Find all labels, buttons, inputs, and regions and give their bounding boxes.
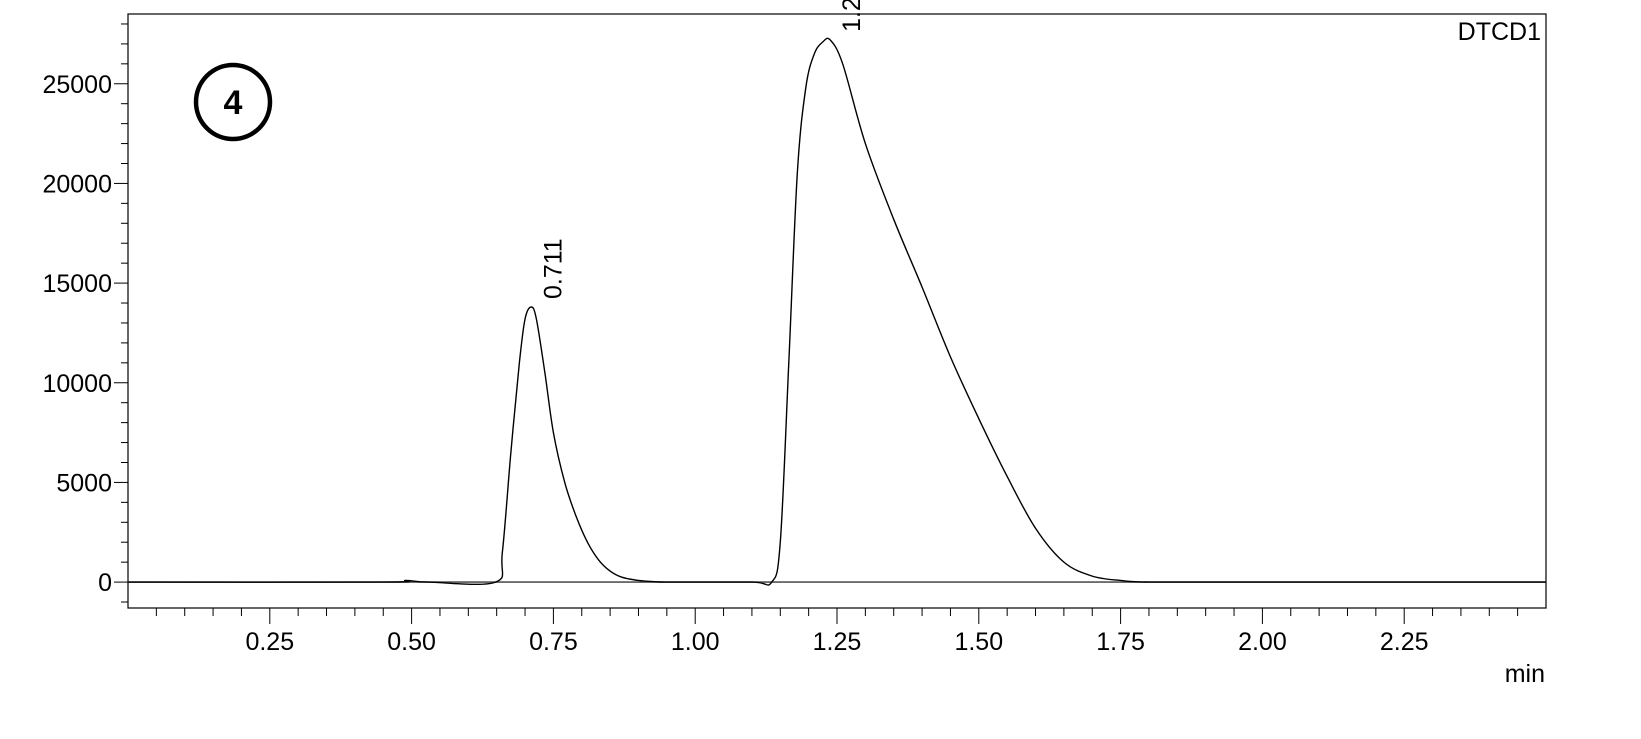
series-layer	[127, 37, 1546, 586]
y-tick-label: 0	[98, 569, 112, 597]
peak-labels: 0.711 1.238	[539, 0, 866, 299]
y-axis: 0 5000 10000 15000 20000 25000	[42, 23, 128, 603]
x-tick-label: 2.00	[1238, 628, 1287, 656]
panel-marker-circle	[193, 62, 273, 142]
x-tick-label: 1.25	[813, 628, 862, 656]
panel-marker-number: 4	[224, 84, 243, 122]
y-tick-label: 15000	[42, 270, 112, 298]
x-axis-unit-label: min	[1505, 660, 1545, 688]
y-tick-label: 5000	[56, 469, 112, 497]
y-tick-label: 25000	[42, 71, 112, 99]
x-tick-label: 0.75	[529, 628, 578, 656]
peak-label: 0.711	[539, 238, 567, 299]
detector-label: DTCD1	[1458, 18, 1541, 46]
panel-marker: 4	[193, 62, 273, 142]
signal-trace	[127, 37, 1546, 586]
x-tick-label: 1.50	[954, 628, 1003, 656]
y-tick-label: 20000	[42, 170, 112, 198]
peak-label: 1.238	[838, 0, 866, 32]
x-axis: 0.25 0.50 0.75 1.00 1.25 1.50 1.75 2.00 2.25	[155, 608, 1519, 656]
y-tick-label: 10000	[42, 370, 112, 398]
x-tick-label: 1.75	[1096, 628, 1145, 656]
plot-frame	[127, 13, 1547, 609]
x-tick-label: 0.25	[245, 628, 294, 656]
x-tick-label: 1.00	[671, 628, 720, 656]
x-tick-label: 2.25	[1380, 628, 1429, 656]
x-tick-label: 0.50	[387, 628, 436, 656]
